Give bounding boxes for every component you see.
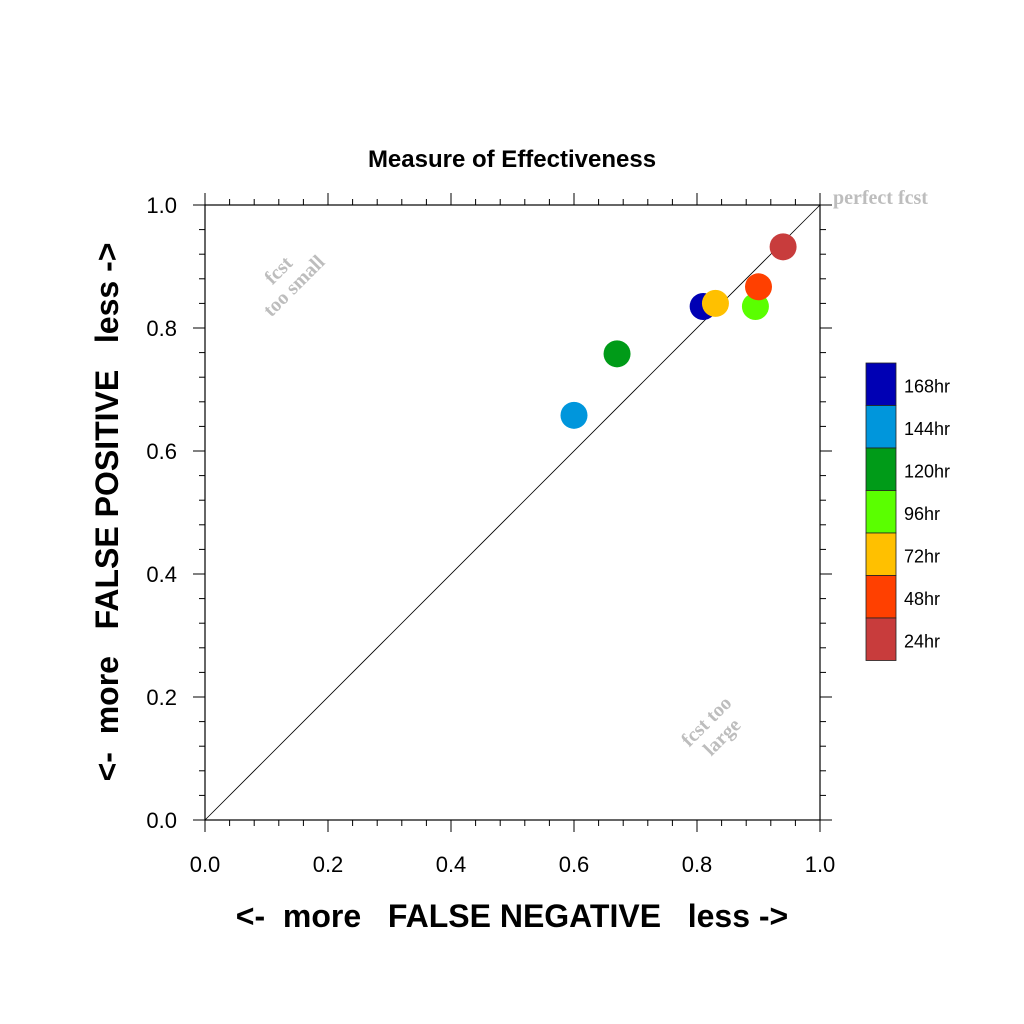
annotation-perfect-fcst: perfect fcst: [833, 187, 928, 209]
y-tick-label: 0.0: [146, 808, 177, 833]
legend-label-72hr: 72hr: [904, 546, 940, 566]
legend-swatch-168hr: [865, 362, 897, 406]
y-tick-label: 0.4: [146, 562, 177, 587]
y-axis-label: <- more FALSE POSITIVE less ->: [89, 243, 125, 782]
data-point-72hr: [701, 289, 729, 317]
ticks: [193, 193, 832, 832]
y-tick-label: 0.6: [146, 439, 177, 464]
x-axis-label: <- more FALSE NEGATIVE less ->: [236, 898, 788, 934]
annotation-fcst-too-large: fcst too large: [677, 692, 745, 760]
legend-label-144hr: 144hr: [904, 419, 950, 439]
legend-swatch-24hr: [865, 617, 897, 661]
legend-swatch-48hr: [865, 575, 897, 619]
legend-label-24hr: 24hr: [904, 631, 940, 651]
legend-swatch-96hr: [865, 490, 897, 534]
y-tick-label: 0.2: [146, 685, 177, 710]
legend-swatch-144hr: [865, 405, 897, 449]
tick-labels: 0.0 0.2 0.4 0.6 0.8 1.0 0.0 0.2 0.4 0.6 0.8 1.0: [146, 193, 835, 877]
plot-frame: [204, 204, 821, 821]
data-points: [560, 233, 797, 429]
annotation-fcst-too-small: fcst too small: [259, 251, 329, 321]
legend-label-96hr: 96hr: [904, 504, 940, 524]
legend: 168hr 144hr 120hr 96hr 72hr 48hr 24hr: [865, 362, 950, 661]
y-tick-label: 1.0: [146, 193, 177, 218]
legend-label-48hr: 48hr: [904, 589, 940, 609]
annotation-too-small-line2: too small: [259, 251, 329, 321]
x-tick-label: 0.2: [313, 852, 344, 877]
x-tick-label: 0.6: [559, 852, 590, 877]
data-point-24hr: [769, 233, 797, 261]
data-point-144hr: [560, 401, 588, 429]
y-tick-label: 0.8: [146, 316, 177, 341]
legend-label-120hr: 120hr: [904, 461, 950, 481]
x-tick-label: 0.4: [436, 852, 467, 877]
x-tick-label: 1.0: [805, 852, 836, 877]
data-point-120hr: [603, 340, 631, 368]
x-tick-label: 0.8: [682, 852, 713, 877]
legend-swatch-72hr: [865, 532, 897, 576]
chart-title: Measure of Effectiveness: [368, 146, 656, 173]
legend-swatch-120hr: [865, 447, 897, 491]
x-tick-label: 0.0: [190, 852, 221, 877]
data-point-48hr: [745, 273, 772, 301]
legend-label-168hr: 168hr: [904, 376, 950, 396]
